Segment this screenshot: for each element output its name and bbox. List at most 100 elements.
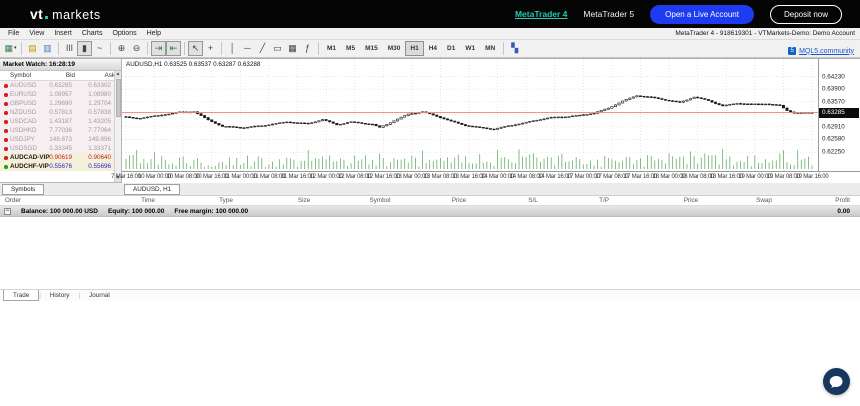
nav-link-metatrader4[interactable]: MetaTrader 4 <box>514 9 568 19</box>
market-watch-row-usdjpy[interactable]: USDJPY 149.873 149.896 <box>0 135 114 144</box>
brand-topbar: vt markets MetaTrader 4 MetaTrader 5 Ope… <box>0 0 860 28</box>
market-watch-row-usdsgd[interactable]: USDSGD 1.33345 1.33371 <box>0 144 114 153</box>
column-ask[interactable]: Ask <box>104 72 116 79</box>
scroll-up-icon[interactable]: ▲ <box>115 71 121 78</box>
time-axis: 7 Mar 16:00 10 Mar 00:00 10 Mar 08:00 10 Ma… <box>111 171 860 184</box>
red-status-dot-icon <box>4 129 8 133</box>
bid-value: 1.43187 <box>49 118 72 125</box>
orders-table-header: Order Time Type Size Symbol Price S/L T/P Price S… <box>0 196 860 206</box>
free-margin-text: Free margin: 100 000.00 <box>174 207 249 215</box>
timeframe-m5[interactable]: M5 <box>346 45 356 52</box>
timeframe-d1[interactable]: D1 <box>447 45 456 52</box>
red-status-dot-icon <box>4 120 8 124</box>
timeframe-w1[interactable]: W1 <box>465 45 476 52</box>
logo-vt-text: vt <box>30 6 44 22</box>
market-watch-row-eurusd[interactable]: EURUSD 1.08957 1.08980 <box>0 90 114 99</box>
toolbar-separator <box>58 42 59 55</box>
market-watch-row-audchf-vip[interactable]: AUDCHF-VIP 0.55676 0.55696 <box>0 162 114 171</box>
scroll-down-icon[interactable]: ▼ <box>115 175 121 182</box>
column-symbol[interactable]: Symbol <box>10 72 31 79</box>
time-tick-label: 11 Mar 16:00 <box>281 174 314 180</box>
time-tick-label: 7 Mar 16:00 <box>111 174 141 180</box>
tab-history[interactable]: History <box>49 292 70 299</box>
orders-column-size: Size <box>297 197 311 204</box>
horizontal-line-icon[interactable]: ─ <box>244 43 251 53</box>
column-bid[interactable]: Bid <box>65 72 75 79</box>
timeframe-mn[interactable]: MN <box>485 45 496 52</box>
auto-scroll-icon[interactable]: ⇥ <box>151 41 166 56</box>
candlestick-chart-icon[interactable]: ▮ <box>77 41 92 56</box>
market-watch-row-audusd[interactable]: AUDUSD 0.63285 0.63302 <box>0 81 114 90</box>
menu-view[interactable]: View <box>29 30 45 37</box>
time-tick-label: 11 Mar 08:00 <box>252 174 286 180</box>
candlestick-chart-canvas[interactable] <box>122 59 818 184</box>
menu-charts[interactable]: Charts <box>81 30 103 37</box>
profiles-icon[interactable]: ▤ <box>28 43 37 53</box>
market-watch-row-usdhkd[interactable]: USDHKD 7.77036 7.77064 <box>0 126 114 135</box>
tab-trade[interactable]: Trade <box>3 290 40 301</box>
cursor-icon[interactable]: ↖ <box>188 41 203 56</box>
price-axis: 0.642300.639000.635700.632400.629100.625… <box>818 59 860 171</box>
mql5-logo-icon: 5 <box>788 47 797 55</box>
symbols-tab[interactable]: Symbols <box>2 184 45 195</box>
timeframe-m1[interactable]: M1 <box>327 45 337 52</box>
zoom-out-icon[interactable]: ⊖ <box>132 43 141 53</box>
terminal-tabs: Trade | History | Journal <box>0 289 860 301</box>
open-live-account-button[interactable]: Open a Live Account <box>650 4 754 24</box>
new-chart-icon[interactable]: ▦ ▾ <box>4 43 17 53</box>
timeframe-m15[interactable]: M15 <box>365 45 378 52</box>
chart-panel[interactable]: AUDUSD,H1 0.63525 0.63537 0.63287 0.6328… <box>111 58 860 184</box>
logo-dot-icon <box>45 16 49 19</box>
market-watch-row-audcad-vip[interactable]: AUDCAD-VIP 0.90619 0.90640 <box>0 153 114 162</box>
bar-chart-icon[interactable]: ǀǀǀ <box>65 43 73 53</box>
market-watch-row-usdcad[interactable]: USDCAD 1.43187 1.43205 <box>0 117 114 126</box>
time-tick-label: 17 Mar 00:00 <box>566 174 600 180</box>
collapse-icon[interactable]: − <box>4 207 11 215</box>
deposit-now-button[interactable]: Deposit now <box>769 4 842 24</box>
toolbar-separator <box>21 42 22 55</box>
vertical-line-icon[interactable]: │ <box>229 43 236 53</box>
market-watch-scrollbar[interactable]: ▲ ▼ <box>114 71 121 182</box>
price-tick-label: 0.64230 <box>822 73 845 80</box>
mql5-community-link[interactable]: 5 MQL5.community <box>788 47 854 55</box>
price-tick-label: 0.62250 <box>822 148 845 156</box>
market-watch-row-nzdusd[interactable]: NZDUSD 0.57813 0.57838 <box>0 108 114 117</box>
chart-tab-audusd-h1[interactable]: AUDUSD, H1 <box>124 184 181 195</box>
time-tick-label: 18 Mar 00:00 <box>652 174 686 180</box>
menu-bar: File View Insert Charts Options Help MetaTrad… <box>0 28 860 40</box>
timeframe-m30[interactable]: M30 <box>387 45 401 52</box>
menu-help[interactable]: Help <box>146 30 161 37</box>
text-label-icon[interactable]: ▭ <box>273 43 282 53</box>
zoom-in-icon[interactable]: ⊕ <box>117 43 126 53</box>
time-tick-label: 17 Mar 16:00 <box>624 174 657 180</box>
tile-windows-icon[interactable]: ▚ <box>511 43 519 53</box>
indicators-icon[interactable]: ƒ <box>304 43 310 53</box>
timeframe-h4[interactable]: H4 <box>428 45 437 52</box>
live-chat-button[interactable] <box>823 368 850 395</box>
templates-icon[interactable]: ▥ <box>43 43 52 53</box>
scrollbar-thumb[interactable] <box>115 79 121 117</box>
time-tick-label: 12 Mar 16:00 <box>366 174 400 180</box>
market-watch-row-gbpusd[interactable]: GBPUSD 1.29690 1.29704 <box>0 99 114 108</box>
orders-column-order: Order <box>5 197 22 204</box>
chart-shift-icon[interactable]: ⇤ <box>166 41 181 56</box>
red-status-dot-icon <box>4 102 8 106</box>
trendline-icon[interactable]: ╱ <box>259 43 266 53</box>
menu-insert[interactable]: Insert <box>54 30 72 37</box>
menu-options[interactable]: Options <box>112 30 137 37</box>
ask-value: 0.63302 <box>88 82 111 89</box>
toolbar: ▦ ▾ ▤ ▥ ǀǀǀ ▮ ~ ⊕ ⊖ ⇥ ⇤ ↖ + │ ─ ╱ ▭ ▦ ƒ M1 M5 M15 M30 H1 H4 D1 W1… <box>0 40 860 58</box>
bid-value: 1.08957 <box>49 91 72 98</box>
time-tick-label: 17 Mar 08:00 <box>595 174 629 180</box>
orders-column-tp: T/P <box>599 197 609 204</box>
logo-markets-text: markets <box>52 8 101 22</box>
timeframe-h1[interactable]: H1 <box>405 41 424 56</box>
fibonacci-icon[interactable]: ▦ <box>288 43 297 53</box>
symbol-name: AUDUSD <box>10 82 37 89</box>
menu-file[interactable]: File <box>8 30 20 37</box>
crosshair-icon[interactable]: + <box>207 43 214 53</box>
line-chart-icon[interactable]: ~ <box>96 43 103 53</box>
tab-journal[interactable]: Journal <box>89 292 110 299</box>
nav-link-metatrader5[interactable]: MetaTrader 5 <box>583 9 635 19</box>
bid-value: 1.33345 <box>49 145 72 152</box>
